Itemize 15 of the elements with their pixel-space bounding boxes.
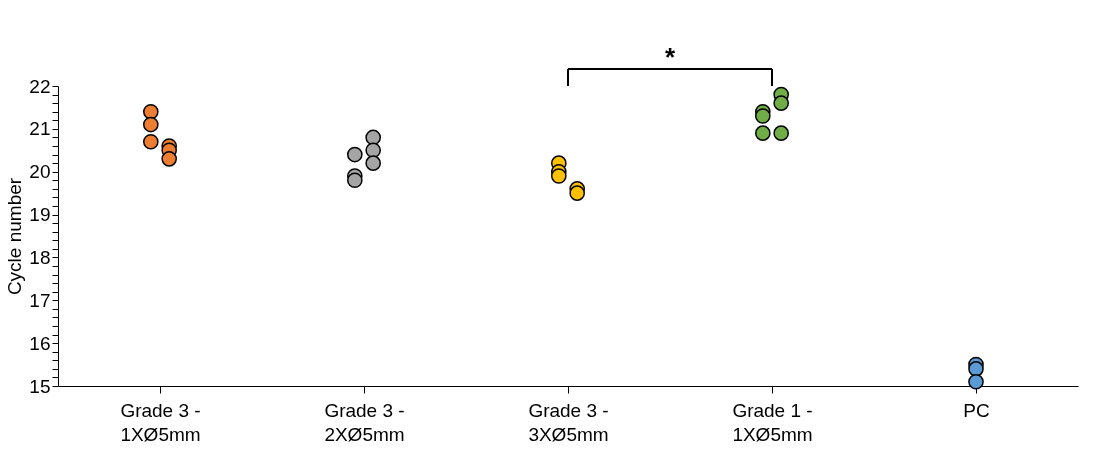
- y-tick-label: 18: [29, 246, 51, 268]
- x-tick-label: Grade 3 - 1XØ5mm: [120, 399, 201, 445]
- y-tick-label: 22: [29, 75, 51, 97]
- y-tick-label: 19: [29, 204, 51, 226]
- x-tick-label: Grade 3 - 2XØ5mm: [324, 399, 405, 445]
- x-tick-label: PC: [963, 399, 990, 421]
- y-axis-title: Cycle number: [4, 177, 26, 296]
- y-tick-label: 16: [29, 332, 51, 354]
- y-tick-label: 21: [29, 118, 51, 140]
- x-tick-label: Grade 1 - 1XØ5mm: [732, 399, 813, 445]
- x-tick-label: Grade 3 - 3XØ5mm: [528, 399, 609, 445]
- y-tick-label: 15: [29, 375, 51, 397]
- y-tick-label: 20: [29, 161, 51, 183]
- y-tick-label: 17: [29, 289, 51, 311]
- text: *: [664, 42, 676, 72]
